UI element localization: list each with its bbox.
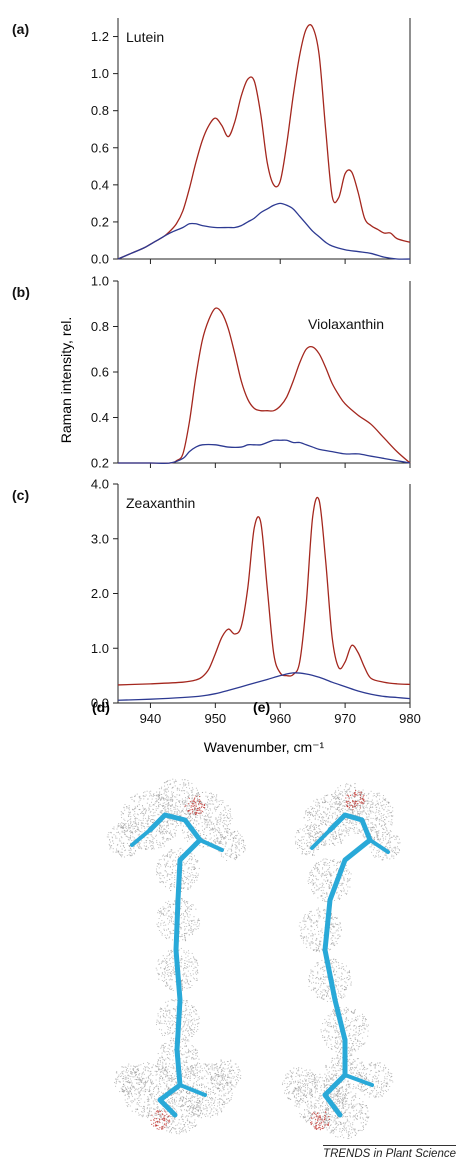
y-tick-label: 0.2: [91, 214, 109, 229]
y-tick-label: 1.0: [91, 66, 109, 81]
figure-credit: TRENDS in Plant Science: [323, 1145, 456, 1160]
x-tick-label: 970: [334, 711, 356, 726]
y-tick-label: 4.0: [91, 477, 109, 492]
series-line-blue: [118, 439, 411, 464]
x-tick-label: 950: [204, 711, 226, 726]
panel-label: (b): [12, 284, 30, 300]
y-tick-label: 0.4: [91, 410, 109, 425]
y-tick-label: 2.0: [91, 586, 109, 601]
y-tick-label: 0.2: [91, 456, 109, 471]
chart-title: Zeaxanthin: [126, 495, 195, 511]
chart-title: Violaxanthin: [308, 316, 384, 332]
y-tick-label: 0.8: [91, 103, 109, 118]
series-line-red: [117, 496, 411, 686]
x-tick-label: 940: [140, 711, 162, 726]
panel-label-d: (d): [92, 699, 110, 715]
y-tick-label: 0.8: [91, 319, 109, 334]
series-line-blue: [117, 672, 411, 701]
shared-x-axis-label: Wavenumber, cm⁻¹: [204, 739, 325, 755]
carotenoid-straight-model-icon: [106, 778, 246, 1135]
y-tick-label: 0.6: [91, 140, 109, 155]
x-tick-label: 980: [399, 711, 421, 726]
shared-y-axis-label: Raman intensity, rel.: [58, 317, 74, 444]
y-tick-label: 0.0: [91, 696, 109, 711]
y-tick-label: 1.2: [91, 29, 109, 44]
chart-panel-0: 0.0 0.2 0.4 0.6 0.8 1.0 1.2 (a) Lutein: [12, 18, 411, 267]
y-tick-label: 1.0: [91, 274, 109, 289]
raman-spectra-charts: 0.00.20.40.60.81.01.2(a) Lutein0.20.40.60…: [12, 18, 421, 726]
chart-title: Lutein: [126, 29, 164, 45]
x-tick-label: 960: [269, 711, 291, 726]
chart-panel-2: 0.0 1.0 2.0 3.0 4.0 940 950 960 970 980 (c) Zeaxant…: [12, 477, 421, 727]
carotenoid-twisted-model-icon: [281, 782, 401, 1139]
panel-label: (a): [12, 21, 29, 37]
series-line-red: [117, 24, 411, 260]
y-tick-label: 0.4: [91, 177, 109, 192]
panel-label-e: (e): [253, 699, 270, 715]
panel-label: (c): [12, 487, 29, 503]
chart-panel-1: 0.2 0.4 0.6 0.8 1.0 (b) Violaxanthin: [12, 274, 411, 471]
y-tick-label: 0.0: [91, 252, 109, 267]
series-line-blue: [117, 202, 411, 260]
series-line-red: [118, 307, 411, 464]
y-tick-label: 0.6: [91, 365, 109, 380]
y-tick-label: 3.0: [91, 531, 109, 546]
y-tick-label: 1.0: [91, 641, 109, 656]
